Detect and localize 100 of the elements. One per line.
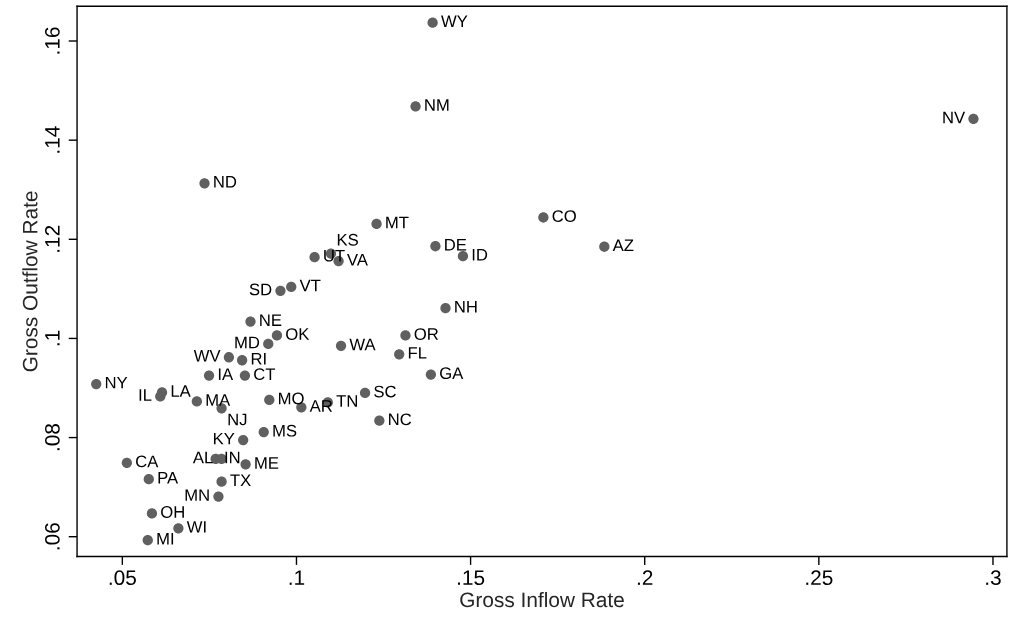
point [191,396,203,407]
point [91,378,102,390]
point [309,251,320,263]
point [245,316,256,327]
point [427,17,438,28]
annotation: MI [157,533,174,545]
annotation: DE [445,239,467,251]
annotation: MD [235,336,260,349]
point [143,474,154,485]
point [199,178,210,189]
annotation: SD [249,283,272,296]
annotation: OR [414,328,439,340]
annotation: WY [441,15,468,27]
point [238,434,249,446]
annotation: SC [374,385,396,398]
annotation: OK [286,328,310,340]
y-tick-label: .16 [45,27,60,54]
annotation: TN [336,395,357,407]
point [410,101,421,112]
annotation: NH [455,301,477,313]
point [142,535,153,546]
point [430,241,441,252]
annotation: GA [440,367,464,380]
point [263,338,274,350]
annotation: NC [389,413,412,426]
point [394,349,405,360]
annotation: NE [260,314,282,326]
point [440,303,451,314]
annotation: KY [213,432,235,445]
annotation: ID [472,248,488,261]
annotation: IN [225,451,240,464]
annotation: CA [136,455,159,468]
annotation: AR [309,400,333,412]
point [286,281,297,293]
annotation: MO [279,392,304,405]
point [538,212,549,223]
point [223,352,235,363]
point [203,370,215,381]
annotation: MN [185,489,209,501]
y-tick-label: .06 [45,523,60,550]
annotation: IL [139,389,152,401]
annotation: MA [206,394,231,406]
annotation: WV [193,350,221,362]
annotation: FL [408,347,427,359]
point [155,391,166,402]
point [240,459,251,470]
x-tick-label: .15 [458,570,485,586]
annotation: OH [161,506,184,518]
annotation: NV [943,111,966,124]
point [264,394,275,406]
annotation: ME [255,457,279,469]
point [359,387,371,399]
y-tick-label: .12 [45,225,60,252]
y-tick-label: .1 [45,330,60,346]
point [457,250,469,262]
annotation: KS [337,233,358,246]
point [236,355,248,366]
annotation: IA [218,368,234,380]
annotation: LA [171,385,191,397]
annotation: RI [251,353,266,365]
annotation: WA [349,338,376,351]
point [335,340,347,352]
annotation: NJ [228,413,247,426]
y-tick-label: .14 [45,126,60,153]
x-tick-label: .3 [986,570,1001,586]
x-tick-label: .2 [637,570,653,585]
point [258,426,269,438]
point [216,476,227,487]
y-axis-title: Gross Outflow Rate [22,191,38,372]
x-axis-title: Gross Inflow Rate [460,591,624,608]
annotation: CT [254,368,276,381]
point [173,523,184,534]
annotation: MS [273,424,297,437]
y-tick-label: .08 [45,424,60,451]
point [271,330,283,341]
point [374,415,385,426]
annotation: NY [105,376,128,389]
point [213,491,224,502]
annotation: PA [158,472,179,484]
point [275,285,286,296]
point [425,369,437,380]
annotation: NM [425,99,449,111]
annotation: TX [230,474,251,486]
annotation: VT [299,279,321,292]
point [968,113,979,124]
x-tick-label: .25 [806,570,833,586]
point [121,457,133,468]
annotation: ND [214,176,237,188]
annotation: WI [186,521,206,533]
annotation: AZ [612,239,634,252]
x-tick-label: .1 [289,570,305,585]
point [400,330,411,341]
x-tick-label: .05 [109,570,136,586]
annotation: CO [552,210,576,222]
point [239,370,251,381]
annotation: VA [347,253,368,266]
point [371,218,382,230]
annotation: MT [386,216,409,229]
point [146,508,158,519]
point [599,241,610,252]
